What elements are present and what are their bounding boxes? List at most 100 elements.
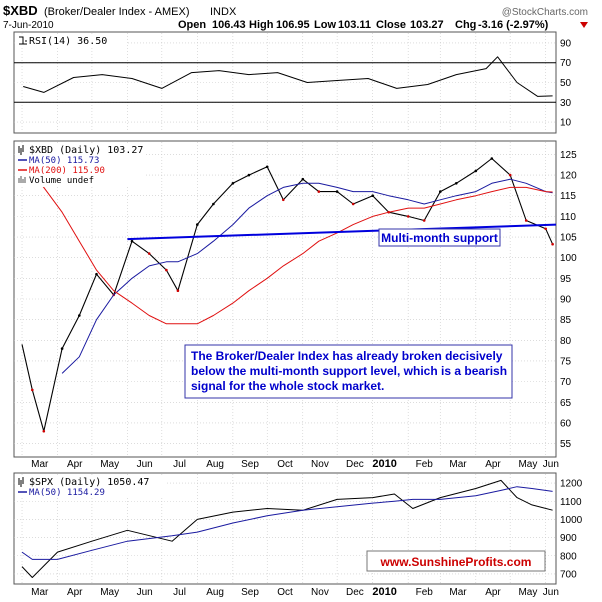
spx-ma50-label: MA(50) 1154.29 <box>29 488 105 498</box>
month-tick-label: Nov <box>311 459 329 470</box>
rsi-legend-icon <box>19 36 27 45</box>
price-label: $XBD (Daily) 103.27 <box>29 145 143 156</box>
month-tick-label: Jun <box>137 587 153 598</box>
support-label: Multi-month support <box>381 231 498 245</box>
y-tick-label: 100 <box>560 253 577 264</box>
ma200-line <box>21 162 553 325</box>
index-name: (Broker/Dealer Index - AMEX) <box>44 6 190 18</box>
month-tick-label: 2010 <box>372 458 396 470</box>
month-tick-label: Sep <box>241 587 259 598</box>
ohlc-high-label: High <box>249 19 274 31</box>
ohlc-open: 106.43 <box>212 19 246 31</box>
y-tick-label: 90 <box>560 295 572 306</box>
month-tick-label: May <box>100 587 119 598</box>
support-label-box <box>378 228 501 247</box>
website-annotation[interactable]: www.SunshineProfits.com <box>366 550 546 572</box>
price-point <box>31 388 34 392</box>
price-point <box>351 202 355 206</box>
price-point <box>78 314 81 317</box>
rsi-line <box>23 56 553 97</box>
month-tick-label: May <box>100 459 119 470</box>
website-link[interactable]: www.SunshineProfits.com <box>380 555 532 569</box>
comment-line-2: below the multi-month support level, whi… <box>191 364 507 378</box>
price-point <box>301 177 305 181</box>
month-tick-label: Jun <box>543 459 559 470</box>
price-point <box>551 242 554 246</box>
stockcharts-watermark: @StockCharts.com <box>502 7 588 18</box>
month-tick-label: 2010 <box>372 586 396 598</box>
month-tick-label: Dec <box>346 459 364 470</box>
price-point <box>42 429 46 433</box>
chart-header: $XBD (Broker/Dealer Index - AMEX) INDX 7… <box>3 3 588 31</box>
month-tick-label: Sep <box>241 459 259 470</box>
ohlc-open-label: Open <box>178 19 206 31</box>
y-tick-label: 900 <box>560 533 577 544</box>
month-tick-label: Oct <box>277 459 293 470</box>
y-tick-label: 115 <box>560 191 576 202</box>
month-tick-label: Aug <box>206 587 224 598</box>
month-tick-label: Aug <box>206 459 224 470</box>
spx-legend: $SPX (Daily) 1050.47 MA(50) 1154.29 <box>16 475 166 498</box>
website-box <box>366 550 546 572</box>
price-point <box>371 194 375 197</box>
month-tick-label: Feb <box>416 459 434 470</box>
ohlc-high: 106.95 <box>276 19 310 31</box>
price-point <box>176 289 180 293</box>
comment-line-3: signal for the whole stock market. <box>191 379 384 393</box>
price-point <box>455 182 458 185</box>
price-point <box>247 173 251 177</box>
month-tick-label: Jun <box>137 459 153 470</box>
y-tick-label: 95 <box>560 274 572 285</box>
month-tick-label: May <box>518 459 537 470</box>
price-point <box>439 190 442 193</box>
month-tick-label: Jun <box>543 587 559 598</box>
y-tick-label: 700 <box>560 569 577 580</box>
ma50-line <box>61 178 553 374</box>
price-point <box>60 347 64 350</box>
comment-line-1: The Broker/Dealer Index has already brok… <box>191 349 503 363</box>
price-legend: $XBD (Daily) 103.27 MA(50) 115.73 MA(200… <box>16 143 144 187</box>
price-point <box>508 173 512 177</box>
y-tick-label: 1000 <box>560 515 583 526</box>
price-point <box>196 223 199 226</box>
price-point <box>544 227 547 231</box>
price-point <box>212 202 215 206</box>
spx-ma50-line <box>21 486 553 560</box>
ohlc-chg-label: Chg <box>455 19 476 31</box>
price-point <box>524 219 528 222</box>
ohlc-low-label: Low <box>314 19 336 31</box>
price-point <box>406 215 410 218</box>
y-tick-label: 70 <box>560 58 572 69</box>
comment-annotation: The Broker/Dealer Index has already brok… <box>184 344 513 399</box>
rsi-label: RSI(14) 36.50 <box>29 36 107 47</box>
month-tick-label: Dec <box>346 587 364 598</box>
ohlc-chg: -3.16 (-2.97%) <box>478 19 549 31</box>
y-tick-label: 30 <box>560 98 572 109</box>
price-point <box>422 219 426 222</box>
down-arrow-icon <box>580 22 588 28</box>
month-tick-label: Apr <box>485 459 501 470</box>
candlestick-legend-icon <box>18 145 24 155</box>
series-lines <box>21 56 557 578</box>
chart-date: 7-Jun-2010 <box>3 20 54 31</box>
month-tick-label: Mar <box>31 459 49 470</box>
price-point <box>317 190 321 193</box>
y-tick-label: 85 <box>560 315 572 326</box>
volume-legend-icon <box>18 176 26 183</box>
ohlc-close: 103.27 <box>410 19 444 31</box>
y-tick-label: 120 <box>560 171 577 182</box>
month-tick-label: Apr <box>67 587 83 598</box>
y-tick-label: 1100 <box>560 497 582 508</box>
spx-legend-icon <box>18 477 24 487</box>
month-tick-label: Mar <box>31 587 49 598</box>
month-tick-label: Mar <box>449 459 467 470</box>
price-point <box>147 252 151 255</box>
ma200-label: MA(200) 115.90 <box>29 166 105 176</box>
price-point <box>474 169 478 173</box>
ohlc-close-label: Close <box>376 19 406 31</box>
month-tick-label: Jul <box>173 459 186 470</box>
axis-tick-labels: Mar Mar Apr Apr May May Jun Jun Jul Jul Aug Aug Sep S… <box>31 38 583 598</box>
price-point <box>130 239 134 243</box>
month-tick-label: Jul <box>173 587 186 598</box>
